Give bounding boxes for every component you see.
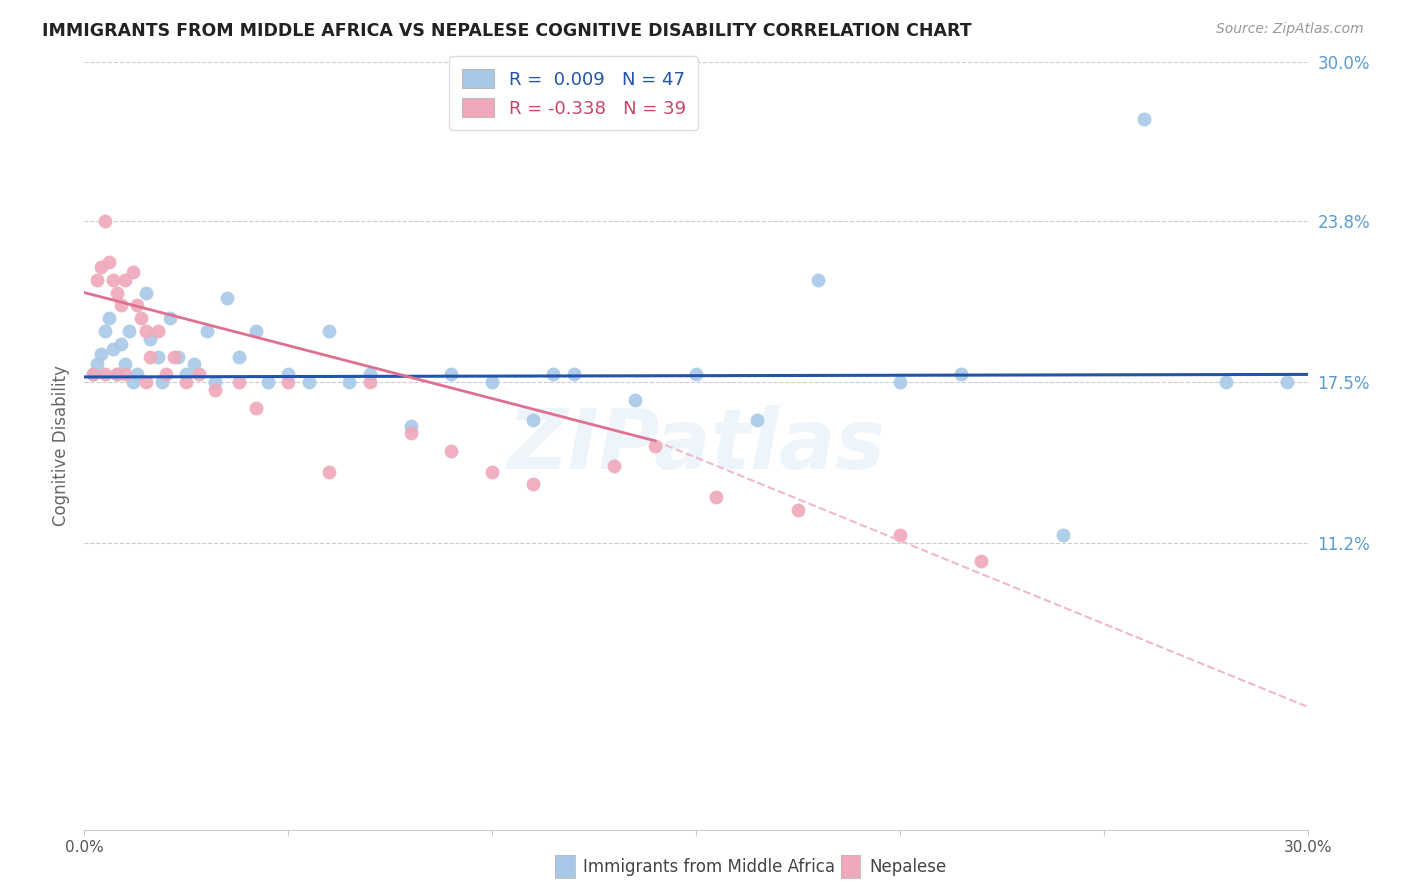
Point [90, 260, 112, 274]
Point [105, 285, 128, 300]
Point [135, 324, 157, 338]
Point [204, 375, 226, 389]
Point [146, 350, 169, 364]
Point [163, 350, 186, 364]
Point [138, 332, 160, 346]
Point [167, 350, 190, 364]
Point [174, 375, 197, 389]
Point [399, 418, 422, 433]
Point [522, 413, 544, 427]
Point [110, 298, 132, 312]
Point [318, 324, 340, 338]
Point [359, 368, 381, 382]
Point [1133, 112, 1156, 126]
Point [138, 350, 160, 364]
Point [562, 368, 585, 382]
Point [195, 324, 218, 338]
Point [97, 311, 120, 326]
Point [1215, 375, 1237, 389]
Point [127, 298, 149, 312]
Point [135, 375, 157, 389]
Point [114, 357, 136, 371]
Point [101, 273, 124, 287]
Point [217, 291, 239, 305]
Point [481, 375, 503, 389]
Text: ZIPatlas: ZIPatlas [508, 406, 884, 486]
Point [110, 336, 132, 351]
Point [187, 368, 209, 382]
Point [93, 324, 115, 338]
Point [298, 375, 321, 389]
Point [155, 368, 177, 382]
Legend: R =  0.009   N = 47, R = -0.338   N = 39: R = 0.009 N = 47, R = -0.338 N = 39 [449, 56, 699, 130]
Point [889, 528, 911, 542]
Point [82, 368, 104, 382]
Point [131, 311, 153, 326]
Point [105, 368, 128, 382]
Point [277, 375, 299, 389]
Point [93, 214, 115, 228]
Point [889, 375, 911, 389]
Point [245, 401, 267, 415]
Point [440, 444, 463, 458]
Text: Immigrants from Middle Africa: Immigrants from Middle Africa [583, 858, 835, 876]
Point [150, 375, 173, 389]
Point [644, 439, 666, 453]
Point [101, 342, 124, 356]
Text: Source: ZipAtlas.com: Source: ZipAtlas.com [1216, 22, 1364, 37]
Point [277, 368, 299, 382]
Point [228, 375, 250, 389]
Point [82, 368, 104, 382]
Point [747, 413, 769, 427]
Point [787, 503, 810, 517]
Text: IMMIGRANTS FROM MIDDLE AFRICA VS NEPALESE COGNITIVE DISABILITY CORRELATION CHART: IMMIGRANTS FROM MIDDLE AFRICA VS NEPALES… [42, 22, 972, 40]
Point [359, 375, 381, 389]
Point [127, 368, 149, 382]
Point [543, 368, 565, 382]
Point [93, 368, 115, 382]
Point [118, 324, 141, 338]
Point [122, 375, 145, 389]
Point [807, 273, 830, 287]
Point [440, 368, 463, 382]
Point [105, 368, 128, 382]
Point [183, 357, 205, 371]
Point [228, 350, 250, 364]
Point [174, 368, 197, 382]
Point [1052, 528, 1074, 542]
Point [86, 273, 108, 287]
Point [481, 465, 503, 479]
Point [339, 375, 361, 389]
Point [706, 490, 728, 504]
Point [950, 368, 973, 382]
Point [122, 265, 145, 279]
Point [970, 554, 993, 568]
Point [204, 383, 226, 397]
Point [399, 426, 422, 441]
Point [146, 324, 169, 338]
Point [135, 285, 157, 300]
Point [114, 368, 136, 382]
Point [318, 465, 340, 479]
Point [245, 324, 267, 338]
Point [603, 459, 626, 474]
Point [86, 357, 108, 371]
Text: Nepalese: Nepalese [869, 858, 946, 876]
Point [624, 392, 647, 407]
Point [90, 347, 112, 361]
Point [522, 477, 544, 491]
Point [114, 273, 136, 287]
Point [159, 311, 181, 326]
Point [97, 255, 120, 269]
Y-axis label: Cognitive Disability: Cognitive Disability [52, 366, 70, 526]
Point [257, 375, 280, 389]
Point [1277, 375, 1299, 389]
Point [685, 368, 707, 382]
